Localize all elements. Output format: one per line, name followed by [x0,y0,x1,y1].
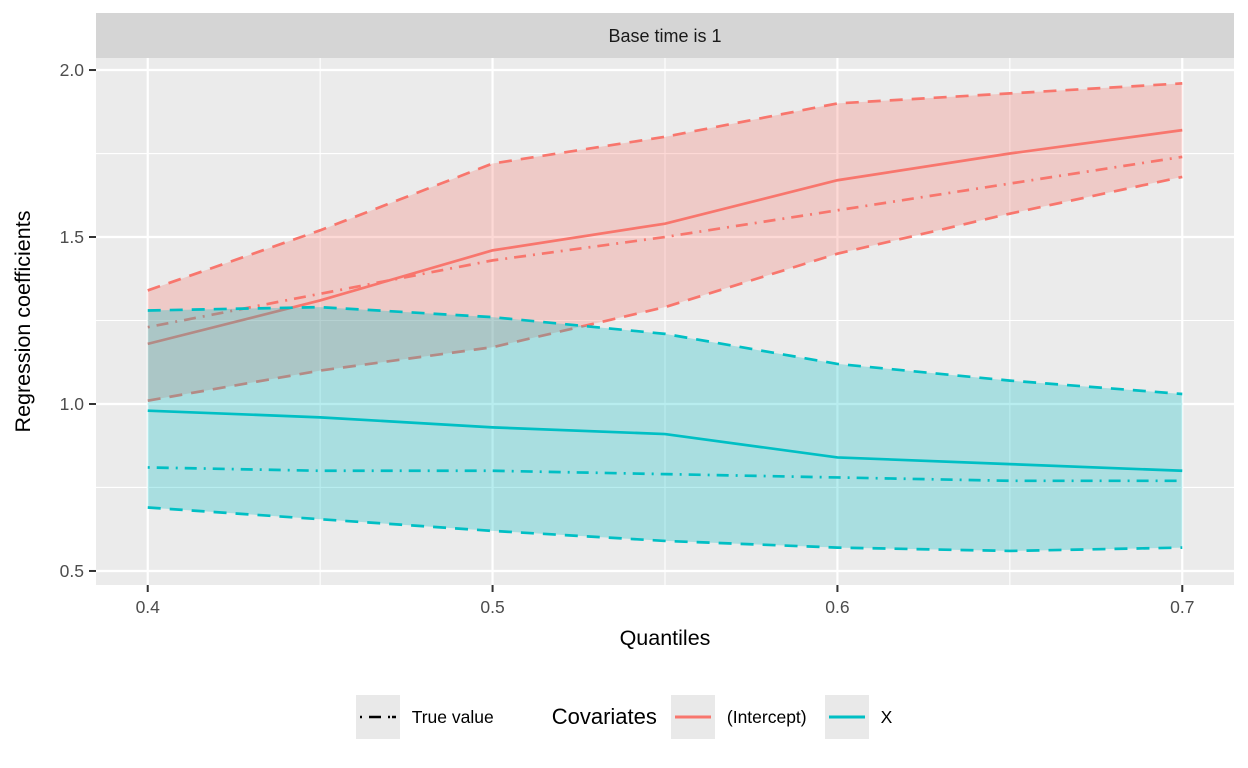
intercept-label: (Intercept) [726,706,807,727]
covariates-legend-title: Covariates [551,704,657,729]
x-estimate-line [147,409,1183,473]
y-axis-title: Regression coefficients [11,211,35,433]
intercept-confidence-ribbon [147,83,1183,401]
x-tick-label: 0.5 [480,597,504,617]
dash-dot-line-icon [359,715,396,719]
y-tick-label: 0.5 [60,561,84,581]
intercept-ci-upper-line [147,82,1183,292]
x-confidence-ribbon [147,307,1183,551]
x-tick-label: 0.7 [1170,597,1194,617]
true-value-legend-key [355,695,400,739]
legend: True value Covariates (Intercept) X [0,692,1248,742]
facet-strip-title: Base time is 1 [608,26,721,46]
x-ci-upper-line [147,305,1183,396]
x-tick-label: 0.4 [136,597,161,617]
intercept-estimate-line [147,128,1183,346]
x-ci-lower-line [147,506,1183,553]
x-legend-key [824,695,869,739]
x-axis-title: Quantiles [620,626,711,650]
x-line-icon [828,715,865,719]
intercept-line-icon [674,715,711,719]
x-tick-label: 0.6 [825,597,849,617]
intercept-legend-key [670,695,715,739]
true-value-label: True value [411,706,494,727]
x-label: X [880,706,893,727]
intercept-ci-lower-line [147,175,1183,402]
plot-area: Base time is 1 0.4 0.5 0.6 0.7 0.5 1.0 1.5 2.0 Qu… [11,13,1234,650]
x-true-value-line [147,466,1183,483]
y-tick-label: 1.0 [60,394,85,414]
y-tick-label: 2.0 [60,60,85,80]
facet-strip [96,13,1234,58]
y-tick-label: 1.5 [60,227,84,247]
